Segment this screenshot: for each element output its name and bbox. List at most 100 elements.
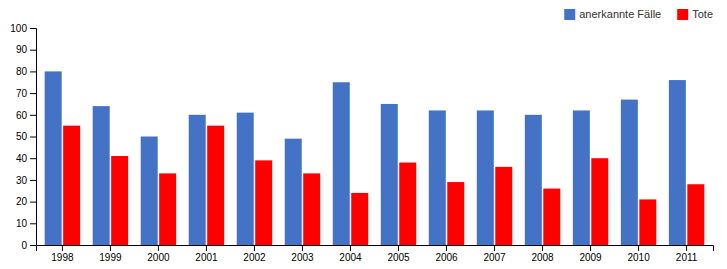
tick-mark [110, 245, 111, 251]
tick: 2001 [195, 245, 218, 263]
tick-mark [30, 28, 36, 29]
bar [573, 110, 590, 245]
chart: 0 10 20 30 40 50 60 70 80 90 100 1998 1999 2000 2001 20… [0, 0, 727, 269]
tick-label: 10 [16, 218, 28, 229]
tick-label: 50 [16, 131, 28, 142]
tick: 60 [16, 110, 36, 121]
tick-mark [494, 245, 495, 251]
bar [63, 126, 80, 245]
bar [45, 71, 62, 245]
y-axis: 0 10 20 30 40 50 60 70 80 90 100 [10, 23, 36, 251]
bar [429, 110, 446, 245]
tick: 20 [16, 196, 36, 207]
tick-label: 2011 [676, 252, 698, 263]
tick-label: 1999 [99, 252, 122, 263]
tick: 2009 [579, 245, 602, 263]
tick-label: 2009 [579, 252, 602, 263]
tick-mark [590, 245, 591, 251]
tick-label: 2008 [531, 252, 554, 263]
tick-mark [398, 245, 399, 251]
tick-label: 2005 [387, 252, 410, 263]
x-axis: 1998199920002001200220032004200520062007… [37, 245, 714, 263]
tick: 2010 [627, 245, 650, 263]
bar [381, 104, 398, 245]
tick-mark [30, 223, 36, 224]
bar [591, 158, 608, 245]
axis-line [30, 29, 37, 246]
tick-mark [254, 245, 255, 251]
tick-mark [30, 202, 36, 203]
tick: 2011 [676, 245, 698, 263]
tick-label: 2002 [243, 252, 266, 263]
tick-mark [30, 137, 36, 138]
tick-mark [30, 115, 36, 116]
tick-mark [30, 71, 36, 72]
bar [639, 199, 656, 245]
tick: 2005 [387, 245, 410, 263]
tick-label: 90 [16, 44, 28, 55]
bar [303, 173, 320, 245]
axis-line [37, 246, 714, 252]
tick-mark [30, 180, 36, 181]
tick: 30 [16, 175, 36, 186]
legend-swatch [564, 9, 575, 20]
tick-mark [158, 245, 159, 251]
bar [111, 156, 128, 245]
bar [333, 82, 350, 245]
tick-mark [30, 93, 36, 94]
tick-mark [62, 245, 63, 251]
tick-mark [542, 245, 543, 251]
tick: 40 [16, 153, 36, 164]
legend-label: anerkannte Fälle [579, 8, 661, 20]
tick-mark [302, 245, 303, 251]
tick-mark [638, 245, 639, 251]
bars [45, 71, 705, 245]
bar [237, 113, 254, 245]
tick-mark [446, 245, 447, 251]
tick-label: 1998 [51, 252, 74, 263]
tick-label: 2000 [147, 252, 170, 263]
tick: 90 [16, 44, 36, 55]
bar-series [63, 126, 704, 245]
bar [669, 80, 686, 245]
bar [285, 139, 302, 245]
tick-mark [30, 50, 36, 51]
bar [399, 163, 416, 245]
tick-mark [350, 245, 351, 251]
bar [621, 100, 638, 245]
tick: 10 [16, 218, 36, 229]
plot: 0 10 20 30 40 50 60 70 80 90 100 1998 1999 2000 2001 20… [10, 23, 713, 263]
tick-mark [686, 245, 687, 251]
legend-item: Tote [677, 8, 713, 20]
bar [255, 160, 272, 245]
tick-label: 60 [16, 110, 28, 121]
tick-label: 2004 [339, 252, 362, 263]
bar [477, 110, 494, 245]
bar [687, 184, 704, 245]
tick: 100 [10, 23, 36, 34]
tick: 0 [21, 240, 36, 251]
bar [141, 137, 158, 246]
tick-label: 0 [21, 240, 27, 251]
tick: 50 [16, 131, 36, 142]
tick: 70 [16, 88, 36, 99]
tick-label: 2010 [627, 252, 650, 263]
tick: 1999 [99, 245, 122, 263]
tick-label: 2007 [483, 252, 506, 263]
tick-label: 2001 [195, 252, 218, 263]
tick: 2004 [339, 245, 362, 263]
tick: 2006 [435, 245, 458, 263]
legend-label: Tote [692, 8, 713, 20]
tick: 2008 [531, 245, 554, 263]
tick-mark [206, 245, 207, 251]
tick-label: 100 [10, 23, 27, 34]
bar-series [45, 71, 686, 245]
bar [351, 193, 368, 245]
bar [159, 173, 176, 245]
tick-label: 80 [16, 66, 28, 77]
legend-swatch [677, 9, 688, 20]
bar [447, 182, 464, 245]
bar [543, 189, 560, 245]
tick: 2002 [243, 245, 266, 263]
tick-label: 70 [16, 88, 28, 99]
